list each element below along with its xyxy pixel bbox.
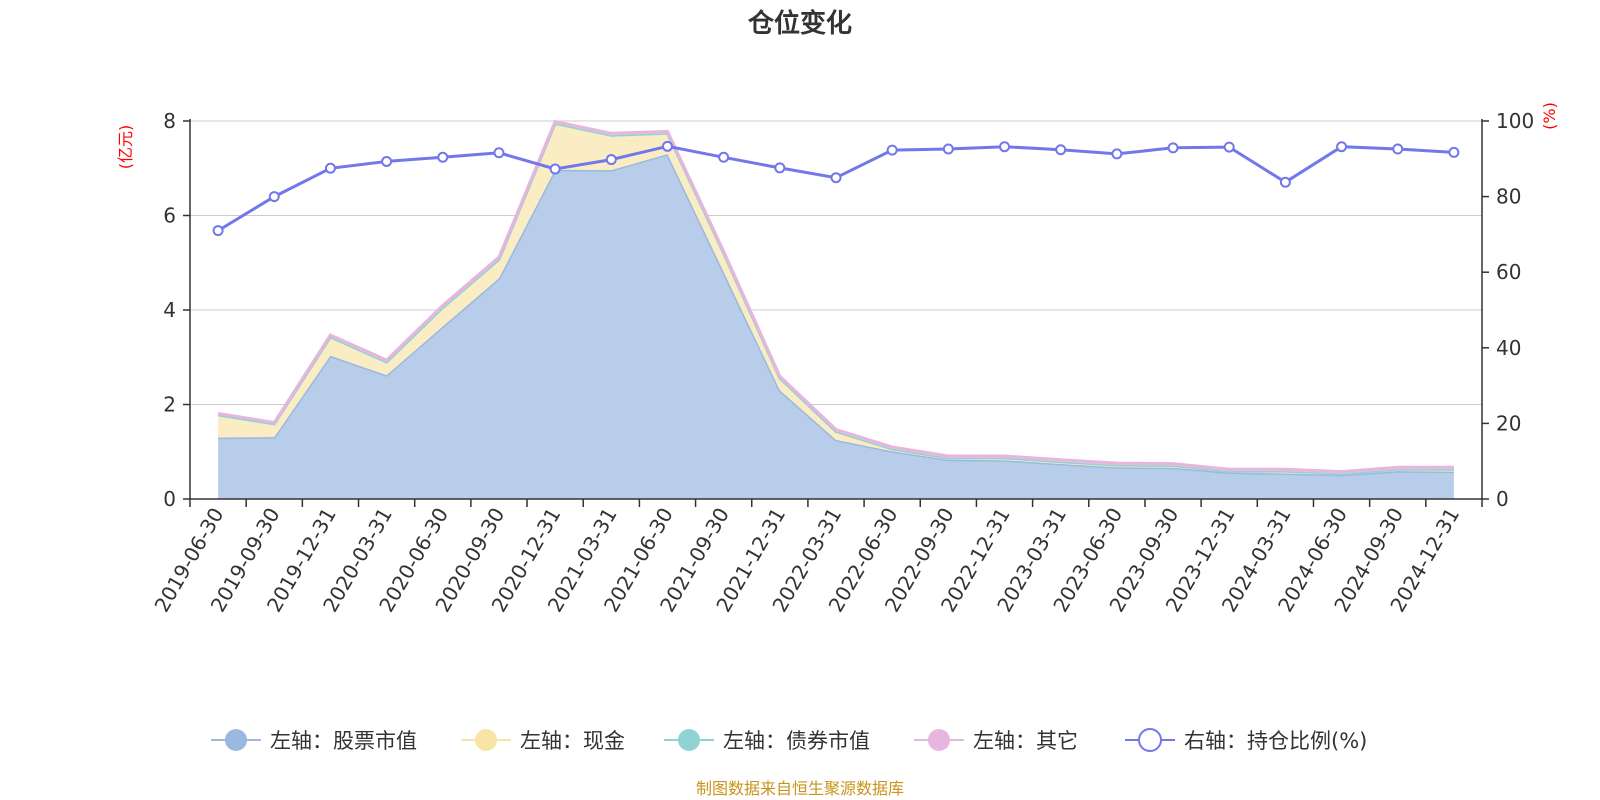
ratio-point (886, 144, 898, 156)
legend-marker-1 (475, 729, 497, 751)
left-tick-label: 8 (163, 109, 176, 133)
ratio-point (1223, 141, 1235, 153)
chart-title: 仓位变化 (747, 8, 852, 39)
ratio-line (217, 144, 1454, 232)
ratio-point (774, 162, 786, 174)
legend-marker-3 (928, 729, 950, 751)
area-fill-series-1 (218, 123, 1454, 475)
ratio-point (1167, 142, 1179, 154)
ratio-point (661, 140, 673, 152)
area-fill-series-0 (218, 154, 1454, 499)
ratio-point (1392, 143, 1404, 155)
left-tick-label: 2 (163, 393, 176, 417)
ratio-point (212, 225, 224, 237)
area-edge-series-3 (217, 119, 1454, 474)
right-tick-label: 100 (1496, 109, 1534, 133)
legend-marker-0 (225, 729, 247, 751)
legend-label-4: 右轴：持仓比例(%) (1184, 729, 1367, 753)
left-tick-label: 0 (163, 487, 176, 511)
ratio-point (493, 147, 505, 159)
right-tick-label: 20 (1496, 411, 1521, 435)
data-source-note: 制图数据来自恒生聚源数据库 (696, 779, 904, 798)
ratio-point (605, 154, 617, 166)
right-tick-label: 40 (1496, 336, 1521, 360)
legend-marker-4 (1138, 728, 1162, 752)
ratio-point (549, 163, 561, 175)
ratio-point (268, 191, 280, 203)
ratio-point (942, 143, 954, 155)
ratio-point (999, 141, 1011, 153)
ratio-point (1279, 176, 1291, 188)
legend-label-2: 左轴：债券市值 (723, 729, 870, 753)
ratio-point (1336, 141, 1348, 153)
left-tick-label: 4 (163, 298, 176, 322)
left-tick-label: 6 (163, 204, 176, 228)
ratio-line-series (212, 140, 1460, 237)
right-tick-label: 80 (1496, 185, 1521, 209)
gridlines (190, 120, 1482, 405)
area-series (217, 119, 1454, 499)
ratio-point (718, 151, 730, 163)
right-tick-label: 0 (1496, 487, 1509, 511)
ratio-point (324, 162, 336, 174)
right-tick-label: 60 (1496, 260, 1521, 284)
ratio-point (1111, 148, 1123, 160)
ratio-point (437, 151, 449, 163)
ratio-point (830, 172, 842, 184)
right-axis-unit: (%) (1540, 102, 1559, 130)
legend-label-3: 左轴：其它 (973, 729, 1078, 753)
legend-marker-2 (678, 729, 700, 751)
ratio-point (381, 155, 393, 167)
legend-label-1: 左轴：现金 (520, 729, 625, 753)
left-axis-unit: (亿元) (116, 125, 135, 170)
ratio-point (1448, 146, 1460, 158)
ratio-point (1055, 144, 1067, 156)
legend: 左轴：股票市值 左轴：现金 左轴：债券市值 左轴：其它 右轴：持仓比例(%) (211, 728, 1367, 753)
legend-label-0: 左轴：股票市值 (270, 729, 417, 753)
